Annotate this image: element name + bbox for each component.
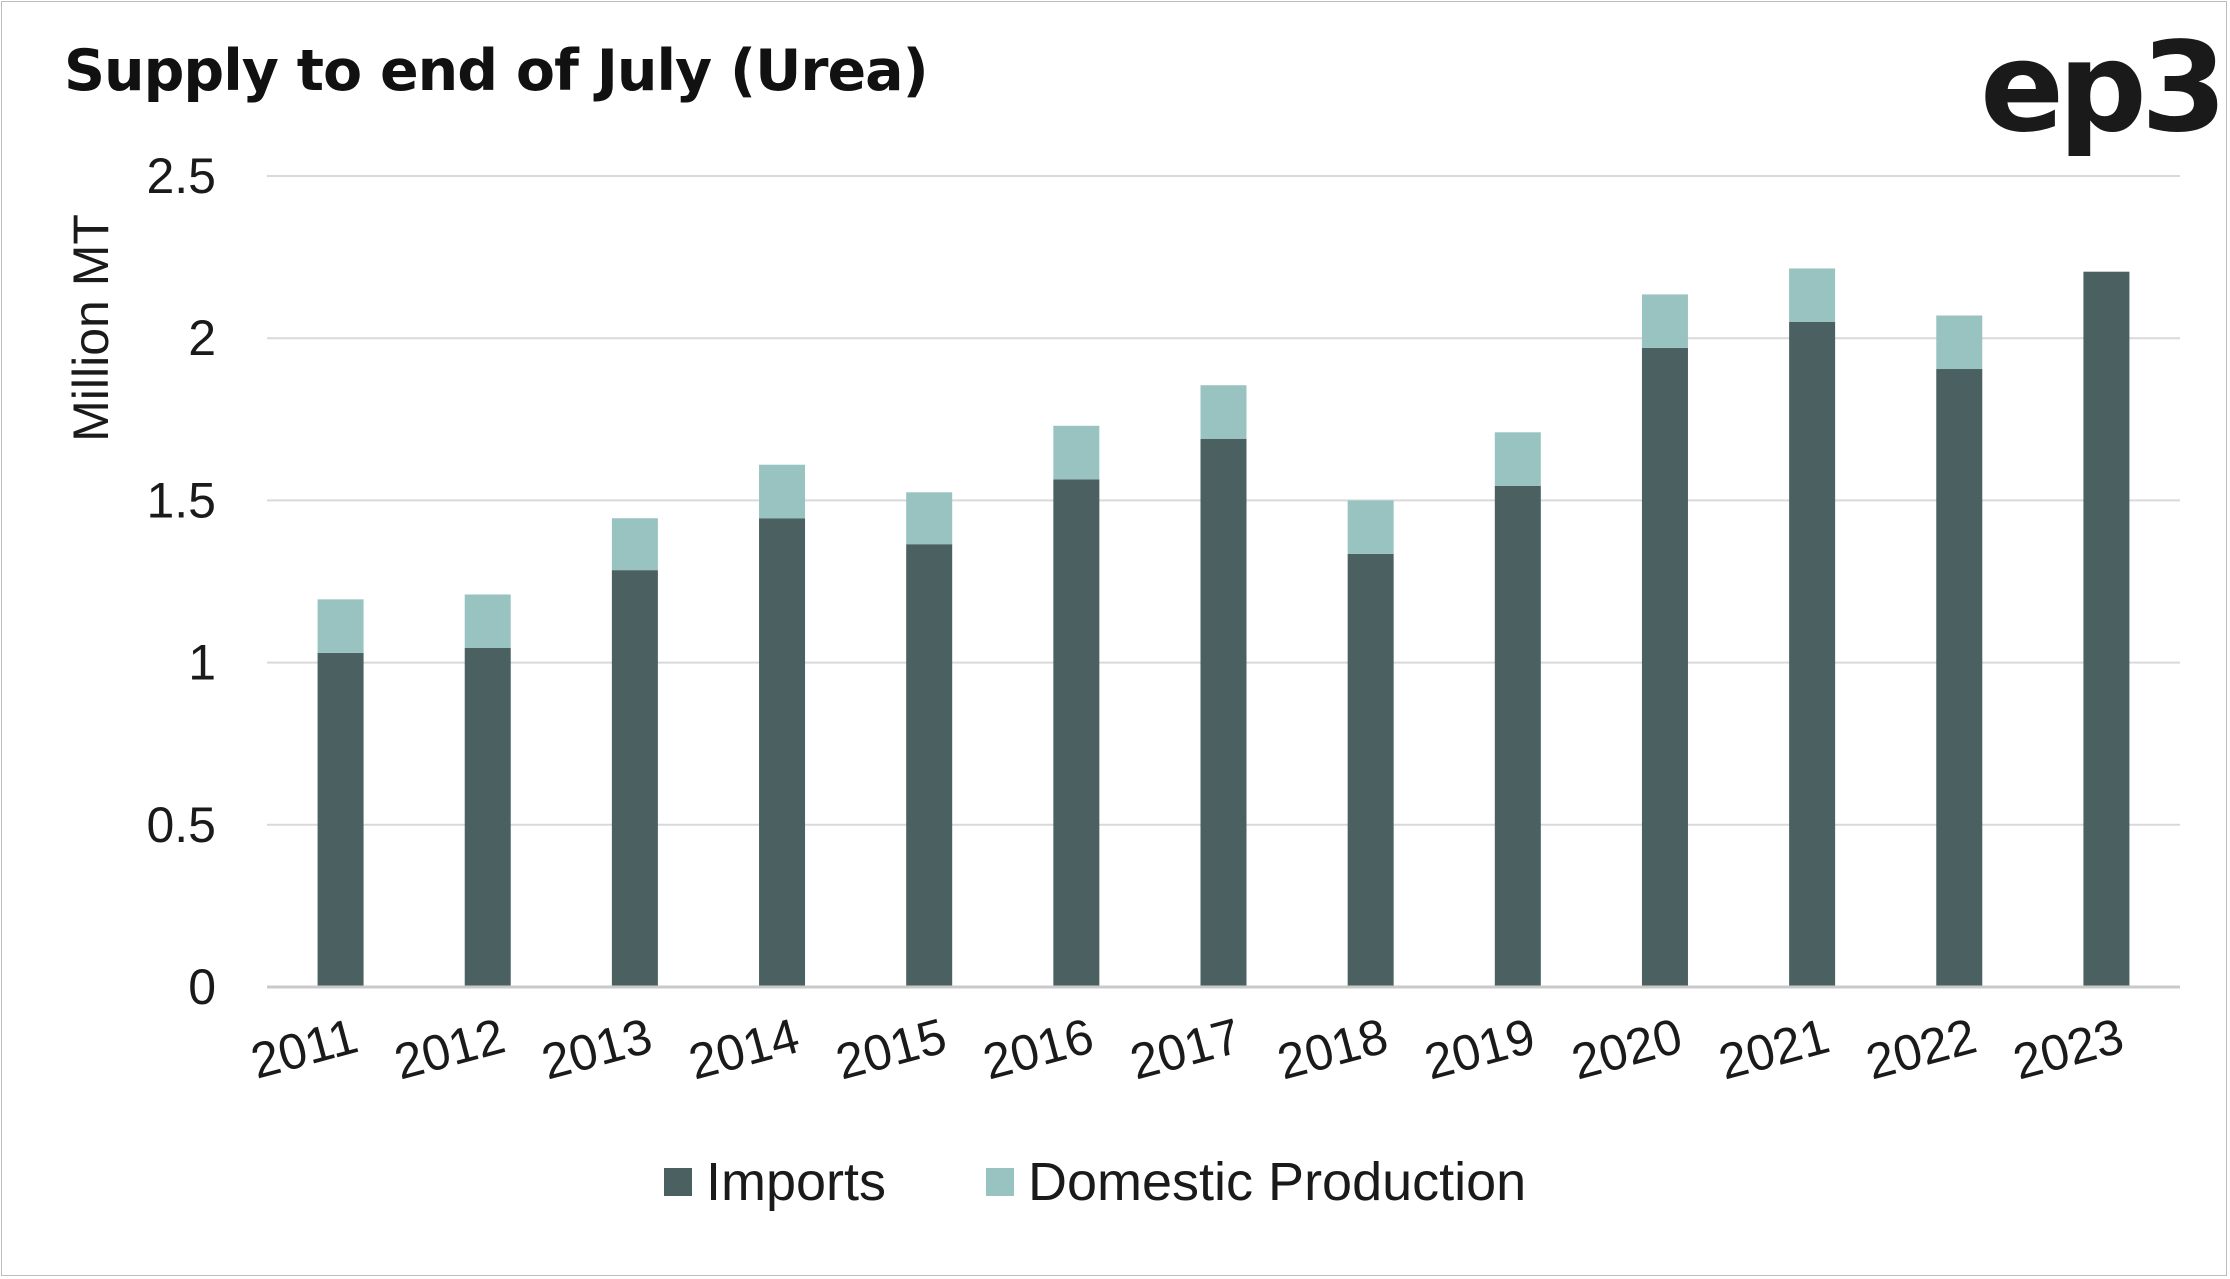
legend-swatch-imports <box>664 1168 692 1196</box>
x-tick-label: 2015 <box>830 1008 952 1091</box>
x-tick-label: 2012 <box>389 1008 511 1091</box>
bar-domestic-production-2012 <box>464 594 511 649</box>
x-tick-label: 2013 <box>536 1008 658 1091</box>
x-tick-label: 2022 <box>1860 1008 1982 1091</box>
x-tick-label: 2018 <box>1272 1008 1394 1091</box>
bar-domestic-production-2018 <box>1347 500 1394 554</box>
bar-imports-2013 <box>611 570 658 987</box>
x-tick-label: 2023 <box>2007 1008 2129 1091</box>
bar-domestic-production-2014 <box>759 464 806 519</box>
x-tick-label: 2019 <box>1419 1008 1541 1091</box>
legend-swatch-domestic-production <box>986 1168 1014 1196</box>
bar-domestic-production-2019 <box>1494 432 1541 486</box>
bar-imports-2019 <box>1494 485 1541 987</box>
ep3-logo: ep3 <box>1980 16 2227 160</box>
bar-imports-2023 <box>2083 271 2130 987</box>
x-axis-tick-labels: 2011 2012 2013 2014 2015 2016 2017 2018 2019 2020… <box>245 1008 2129 1091</box>
y-axis-title: Million MT <box>63 214 119 442</box>
bar-domestic-production-2011 <box>317 599 364 653</box>
y-tick-label: 0.5 <box>146 797 216 853</box>
bar-imports-2020 <box>1641 347 1688 987</box>
x-tick-label: 2011 <box>245 1008 363 1090</box>
bar-imports-2016 <box>1053 479 1100 987</box>
bar-domestic-production-2015 <box>906 492 953 545</box>
bar-imports-2011 <box>317 652 364 987</box>
x-tick-label: 2014 <box>683 1008 805 1091</box>
x-tick-label: 2020 <box>1566 1008 1688 1091</box>
bar-domestic-production-2017 <box>1200 385 1247 439</box>
bar-imports-2018 <box>1347 553 1394 987</box>
bar-domestic-production-2021 <box>1789 268 1836 322</box>
y-axis-tick-labels: 0 0.5 1 1.5 2 2.5 <box>146 148 216 1015</box>
y-tick-label: 1 <box>188 635 216 691</box>
bar-imports-2021 <box>1789 321 1836 988</box>
x-tick-label: 2017 <box>1124 1008 1246 1091</box>
bar-imports-2014 <box>759 518 806 987</box>
bar-imports-2022 <box>1936 369 1983 987</box>
bar-imports-2015 <box>906 544 953 987</box>
x-tick-label: 2021 <box>1713 1008 1835 1091</box>
bar-domestic-production-2020 <box>1641 294 1688 348</box>
bar-domestic-production-2022 <box>1936 315 1983 370</box>
chart-title: Supply to end of July (Urea) <box>64 38 929 104</box>
bar-domestic-production-2013 <box>611 518 658 571</box>
y-tick-label: 1.5 <box>146 472 216 528</box>
legend: Imports Domestic Production <box>664 1152 1526 1212</box>
bar-imports-2012 <box>464 648 511 987</box>
legend-label-imports: Imports <box>706 1152 886 1212</box>
bars <box>317 268 2130 988</box>
bar-domestic-production-2016 <box>1053 425 1100 480</box>
bar-imports-2017 <box>1200 438 1247 987</box>
x-tick-label: 2016 <box>977 1008 1099 1091</box>
y-tick-label: 2.5 <box>146 148 216 204</box>
y-tick-label: 0 <box>188 959 216 1015</box>
y-tick-label: 2 <box>188 310 216 366</box>
legend-label-domestic-production: Domestic Production <box>1028 1152 1526 1212</box>
